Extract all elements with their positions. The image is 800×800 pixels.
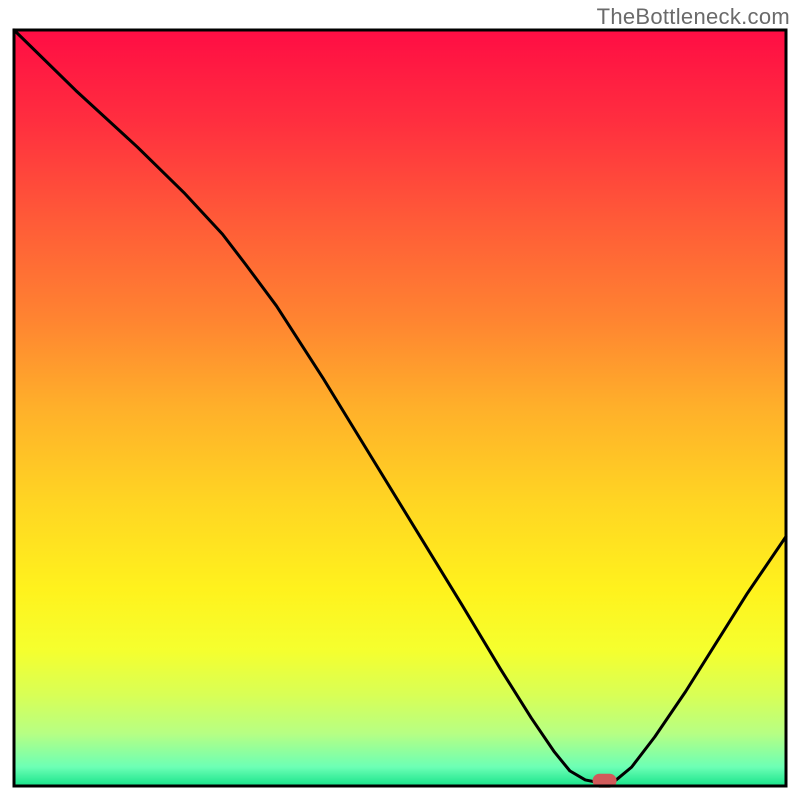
gradient-background [14, 30, 786, 786]
bottleneck-chart [0, 0, 800, 800]
